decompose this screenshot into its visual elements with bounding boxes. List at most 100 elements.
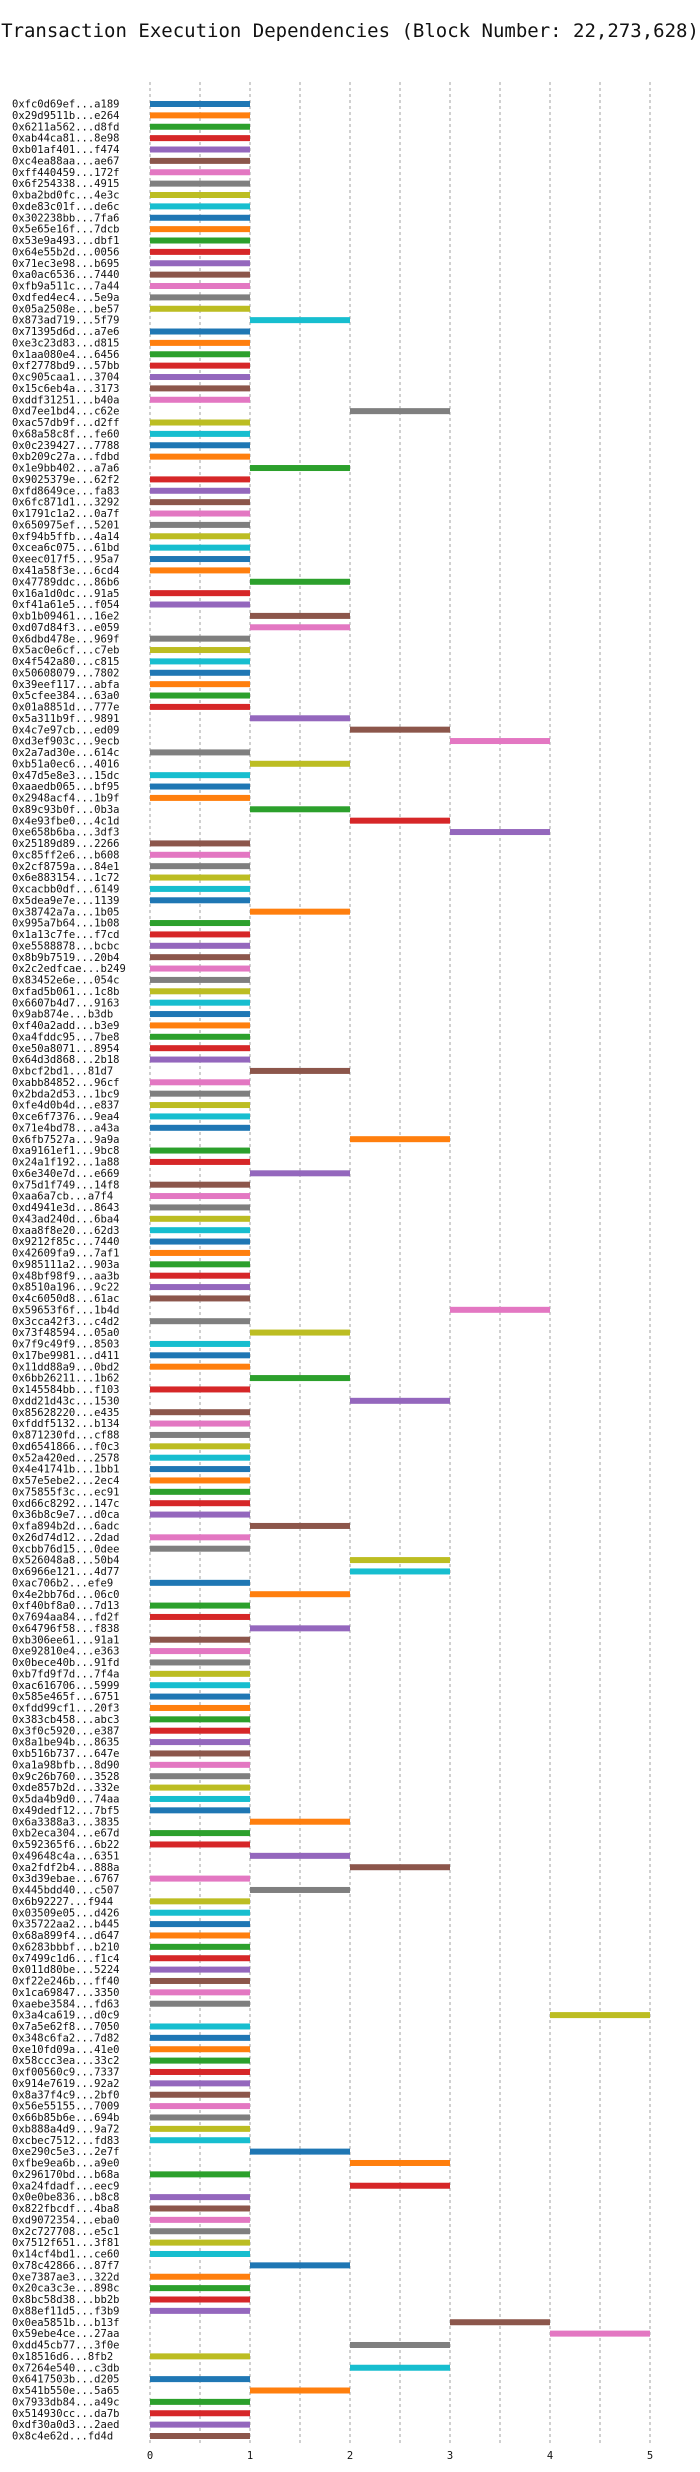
transaction-bar	[150, 2057, 250, 2064]
transaction-bar	[150, 556, 250, 563]
y-tick-label: 0x85628220...e435	[12, 1407, 119, 1419]
y-tick-label: 0x8510a196...9c22	[12, 1282, 119, 1294]
transaction-bar	[150, 487, 250, 494]
y-tick-label: 0xe5588878...bcbc	[12, 940, 119, 952]
y-tick-label: 0x445bdd40...c507	[12, 1885, 119, 1897]
y-tick-label: 0xf40bf8a0...7d13	[12, 1600, 119, 1612]
transaction-bar	[350, 817, 450, 824]
y-tick-label: 0x7a5e62f8...7050	[12, 2021, 119, 2033]
transaction-bar	[150, 453, 250, 460]
transaction-bar	[150, 1295, 250, 1302]
transaction-bar	[150, 2125, 250, 2132]
y-tick-label: 0x38742a7a...1b05	[12, 906, 119, 918]
transaction-bar	[150, 590, 250, 597]
y-tick-label: 0x88ef11d5...f3b9	[12, 2305, 119, 2317]
transaction-bar	[150, 2296, 250, 2303]
y-tick-label: 0x3d39ebae...6767	[12, 1873, 119, 1885]
transaction-bar	[150, 1761, 250, 1768]
y-tick-label: 0x2a7ad30e...614c	[12, 747, 119, 759]
y-tick-label: 0x914e7619...92a2	[12, 2078, 119, 2090]
x-tick-label: 0	[147, 2450, 153, 2462]
y-tick-label: 0xfb9a511c...7a44	[12, 281, 119, 293]
y-tick-label: 0xa24fdadf...eec9	[12, 2180, 119, 2192]
transaction-bar	[150, 567, 250, 574]
transaction-bar	[150, 226, 250, 233]
transaction-bar	[150, 351, 250, 358]
transaction-bar	[150, 2433, 250, 2439]
y-tick-label: 0xdd21d43c...1530	[12, 1395, 119, 1407]
x-tick-label: 1	[247, 2450, 253, 2462]
y-tick-label: 0x36b8c9e7...d0ca	[12, 1509, 119, 1521]
y-tick-label: 0x585e465f...6751	[12, 1691, 119, 1703]
y-tick-label: 0x01a8851d...777e	[12, 702, 119, 714]
y-tick-label: 0x83452e6e...054c	[12, 975, 119, 987]
y-tick-label: 0x592365f6...6b22	[12, 1839, 119, 1851]
transaction-bar	[150, 1955, 250, 1962]
y-tick-label: 0x48bf98f9...aa3b	[12, 1270, 119, 1282]
transaction-bar	[150, 1921, 250, 1928]
y-tick-label: 0x9c26b760...3528	[12, 1771, 119, 1783]
transaction-bar	[150, 2194, 250, 2201]
y-tick-label: 0x8a37f4c9...2bf0	[12, 2089, 119, 2101]
transaction-bar	[150, 1227, 250, 1234]
transaction-bar	[150, 1773, 250, 1780]
y-tick-label: 0x6a3388a3...3835	[12, 1816, 119, 1828]
y-tick-label: 0x89c93b0f...0b3a	[12, 804, 119, 816]
transaction-bar	[150, 988, 250, 995]
y-tick-label: 0xb209c27a...fdbd	[12, 451, 119, 463]
y-tick-label: 0x71395d6d...a7e6	[12, 326, 119, 338]
x-tick-label: 4	[547, 2450, 553, 2462]
transaction-bar	[150, 2080, 250, 2087]
transaction-bar	[150, 294, 250, 301]
y-tick-label: 0xb01af401...f474	[12, 144, 119, 156]
y-tick-label: 0xf40a2add...b3e9	[12, 1020, 119, 1032]
y-tick-label: 0x64796f58...f838	[12, 1623, 119, 1635]
transaction-bar	[150, 692, 250, 699]
y-tick-label: 0xe92810e4...e363	[12, 1646, 119, 1658]
transaction-bar	[150, 374, 250, 381]
transaction-bar	[150, 157, 250, 164]
transaction-bar	[150, 1795, 250, 1802]
transaction-bar	[150, 1284, 250, 1291]
transaction-bar	[350, 1568, 450, 1575]
y-tick-label: 0xa1a98bfb...8d90	[12, 1759, 119, 1771]
transaction-bar	[150, 510, 250, 517]
transaction-bar	[550, 2330, 650, 2337]
y-tick-label: 0xc4ea88aa...ae67	[12, 155, 119, 167]
y-tick-label: 0x6b92227...f944	[12, 1896, 113, 1908]
y-tick-label: 0xb516b737...647e	[12, 1748, 119, 1760]
transaction-bar	[150, 976, 250, 983]
y-tick-label: 0x7694aa84...fd2f	[12, 1612, 119, 1624]
y-tick-label: 0xfdd99cf1...20f3	[12, 1703, 119, 1715]
y-tick-label: 0xa0ac6536...7440	[12, 269, 119, 281]
y-tick-label: 0x650975ef...5201	[12, 519, 119, 531]
y-tick-label: 0x20ca3c3e...898c	[12, 2283, 119, 2295]
transaction-bar	[150, 1704, 250, 1711]
transaction-bar	[150, 1147, 250, 1154]
y-tick-label: 0x4f542a80...c815	[12, 656, 119, 668]
y-tick-label: 0xde83c01f...de6c	[12, 201, 119, 213]
y-tick-label: 0x9ab874e...b3db	[12, 1009, 113, 1021]
transaction-bar	[150, 283, 250, 290]
y-tick-label: 0xf22e246b...ff40	[12, 1976, 119, 1988]
transaction-bar	[250, 1067, 350, 1074]
transaction-bar	[150, 1898, 250, 1905]
y-tick-label: 0xb2eca304...e67d	[12, 1828, 119, 1840]
y-tick-label: 0x6211a562...d8fd	[12, 121, 119, 133]
y-tick-label: 0x25189d89...2266	[12, 838, 119, 850]
y-tick-label: 0xfd8649ce...fa83	[12, 485, 119, 497]
y-tick-label: 0xff440459...172f	[12, 167, 119, 179]
y-tick-label: 0xd6541866...f0c3	[12, 1441, 119, 1453]
y-tick-label: 0xce6f7376...9ea4	[12, 1111, 119, 1123]
y-tick-label: 0x2c2edfcae...b249	[12, 963, 126, 975]
transaction-bar	[250, 465, 350, 472]
transaction-bar	[150, 1830, 250, 1837]
transaction-bar	[150, 1602, 250, 1609]
y-tick-label: 0xcacbb0df...6149	[12, 884, 119, 896]
transaction-bar	[150, 954, 250, 961]
transaction-bar	[250, 1591, 350, 1598]
y-tick-label: 0xddf31251...b40a	[12, 394, 119, 406]
y-tick-label: 0x39eef117...abfa	[12, 679, 119, 691]
y-tick-label: 0xd4941e3d...8643	[12, 1202, 119, 1214]
transaction-bar	[150, 1409, 250, 1416]
